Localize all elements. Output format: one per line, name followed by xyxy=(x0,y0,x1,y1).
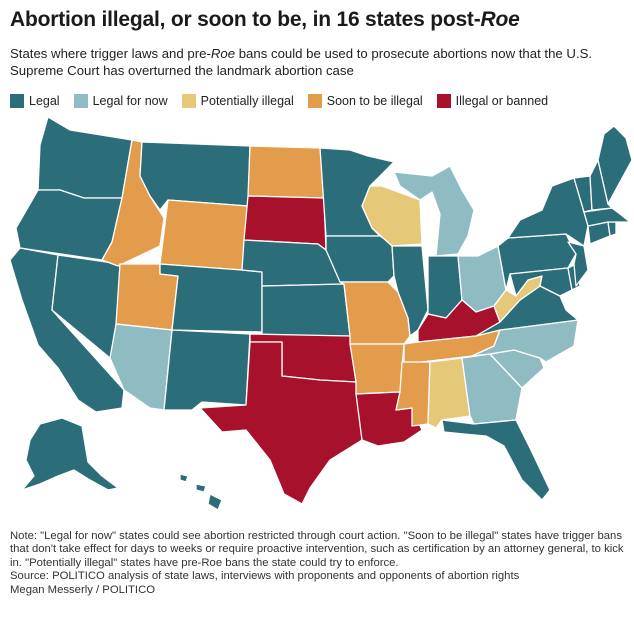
subtitle-roe: Roe xyxy=(210,46,236,61)
state-kansas xyxy=(261,283,351,337)
state-montana xyxy=(139,141,251,211)
us-map xyxy=(0,114,634,524)
legend-swatch-potentially-illegal xyxy=(181,94,196,108)
legend-label-illegal-or-banned: Illegal or banned xyxy=(455,94,549,108)
footer-notes: Note: "Legal for now" states could see a… xyxy=(10,530,630,597)
legend-item-illegal-or-banned: Illegal or banned xyxy=(436,94,549,108)
state-north-dakota xyxy=(247,145,325,199)
state-michigan xyxy=(393,165,475,257)
title-text: Abortion illegal, or soon to be, in 16 s… xyxy=(10,8,481,31)
state-arkansas xyxy=(349,343,405,395)
page-title: Abortion illegal, or soon to be, in 16 s… xyxy=(10,8,625,32)
state-missouri xyxy=(339,281,411,345)
state-colorado xyxy=(159,263,263,333)
legend-swatch-soon-to-be-illegal xyxy=(307,94,322,108)
legend-swatch-legal xyxy=(10,94,24,108)
footnote: Note: "Legal for now" states could see a… xyxy=(10,530,624,569)
us-map-svg xyxy=(9,116,633,511)
source-line: Source: POLITICO analysis of state laws,… xyxy=(10,570,520,583)
state-wyoming xyxy=(159,199,249,271)
legend-label-potentially-illegal: Potentially illegal xyxy=(200,94,294,108)
subtitle-text-1: States where trigger laws and pre- xyxy=(10,46,211,61)
legend-label-legal-for-now: Legal for now xyxy=(92,94,168,108)
subtitle-text-2: bans could be used to prosecute abortion… xyxy=(10,46,593,78)
state-florida xyxy=(441,419,551,501)
state-massachusetts xyxy=(583,207,631,227)
state-wisconsin xyxy=(361,185,423,247)
state-texas xyxy=(199,341,363,505)
state-alaska xyxy=(21,417,119,491)
state-illinois xyxy=(391,245,429,337)
legend-label-legal: Legal xyxy=(29,94,60,108)
title-roe: Roe xyxy=(480,8,520,31)
state-oregon xyxy=(15,189,123,261)
state-north-carolina xyxy=(471,319,579,363)
credit-line: Megan Messerly / POLITICO xyxy=(10,583,156,596)
legend: Legal Legal for now Potentially illegal … xyxy=(10,92,562,110)
legend-item-legal-for-now: Legal for now xyxy=(73,94,168,108)
state-new-mexico xyxy=(163,329,251,411)
state-maine xyxy=(597,125,633,205)
state-new-york xyxy=(507,177,589,247)
subtitle: States where trigger laws and pre-Roe ba… xyxy=(10,45,622,79)
state-rhode-island xyxy=(607,221,617,237)
state-washington xyxy=(37,116,133,199)
legend-swatch-legal-for-now xyxy=(73,94,88,108)
legend-item-potentially-illegal: Potentially illegal xyxy=(181,94,294,108)
state-hawaii xyxy=(179,473,223,511)
legend-label-soon-to-be-illegal: Soon to be illegal xyxy=(326,94,423,108)
legend-item-soon-to-be-illegal: Soon to be illegal xyxy=(307,94,423,108)
legend-swatch-illegal-or-banned xyxy=(436,94,451,108)
legend-item-legal: Legal xyxy=(10,94,60,108)
